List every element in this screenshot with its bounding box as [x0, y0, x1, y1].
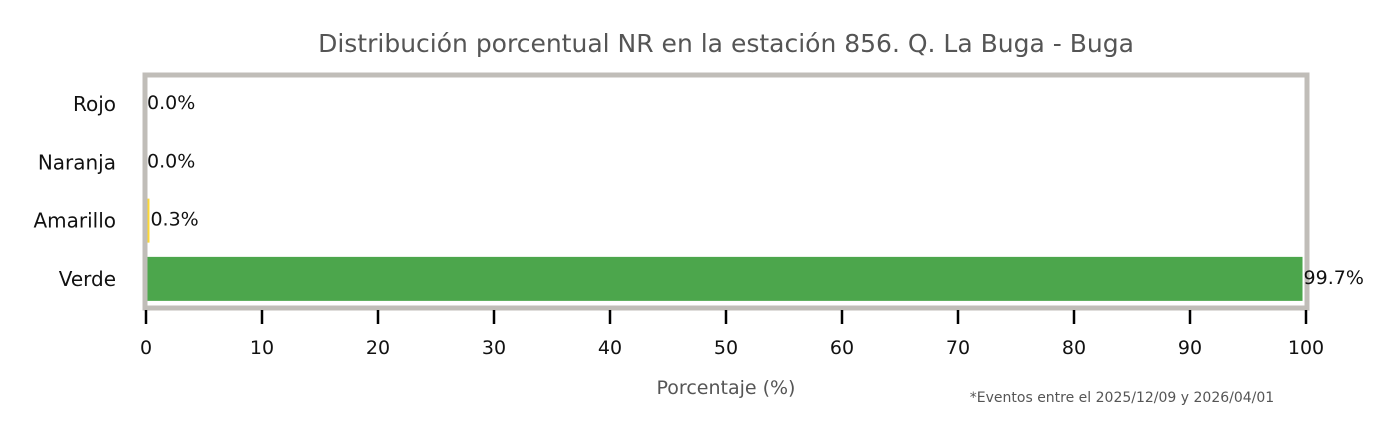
category-label-verde: Verde — [59, 267, 116, 291]
x-axis: 0 10 20 30 40 50 60 70 80 90 100 — [140, 310, 1324, 359]
x-tick-label: 20 — [366, 337, 390, 359]
x-tick-label: 70 — [946, 337, 970, 359]
x-tick-label: 60 — [830, 337, 854, 359]
x-tick-label: 90 — [1178, 337, 1202, 359]
category-labels: Rojo Naranja Amarillo Verde — [33, 92, 116, 291]
x-tick-label: 50 — [714, 337, 738, 359]
x-tick-label: 0 — [140, 337, 152, 359]
bar-amarillo — [146, 198, 150, 243]
plot-frame — [142, 72, 1310, 311]
data-label-rojo: 0.0% — [147, 92, 195, 114]
x-tick-label: 10 — [250, 337, 274, 359]
chart-title: Distribución porcentual NR en la estació… — [318, 29, 1134, 58]
x-axis-title: Porcentaje (%) — [657, 377, 796, 399]
x-tick-label: 40 — [598, 337, 622, 359]
data-label-naranja: 0.0% — [147, 150, 195, 172]
category-label-naranja: Naranja — [38, 150, 116, 174]
data-label-amarillo: 0.3% — [150, 209, 198, 231]
x-tick-label: 30 — [482, 337, 506, 359]
data-label-verde: 99.7% — [1304, 267, 1364, 289]
bar-verde — [146, 256, 1303, 301]
x-tick-label: 80 — [1062, 337, 1086, 359]
plot-area — [142, 72, 1310, 311]
category-label-amarillo: Amarillo — [33, 209, 116, 233]
category-label-rojo: Rojo — [73, 92, 116, 116]
footnote: *Eventos entre el 2025/12/09 y 2026/04/0… — [970, 390, 1274, 406]
x-tick-label: 100 — [1288, 337, 1324, 359]
data-labels: 0.0% 0.0% 0.3% 99.7% — [147, 92, 1364, 289]
